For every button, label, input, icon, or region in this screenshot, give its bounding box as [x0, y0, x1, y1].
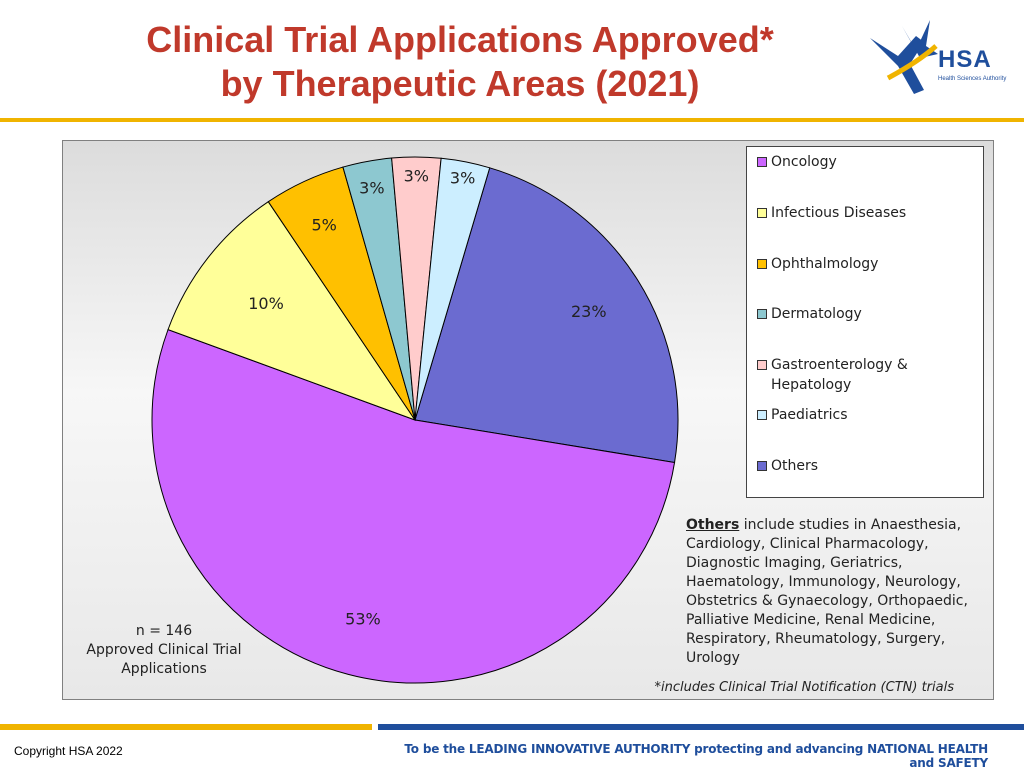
logo-text: HSA	[938, 46, 992, 73]
n-line-3: Applications	[121, 661, 207, 677]
legend-label: Dermatology	[771, 306, 862, 322]
slice-label-others: 23%	[571, 302, 607, 321]
slice-label-ophthalmology: 5%	[312, 215, 337, 234]
sample-size-note: n = 146 Approved Clinical Trial Applicat…	[74, 622, 254, 679]
copyright-text: Copyright HSA 2022	[14, 744, 123, 758]
pie-slice-others	[414, 167, 679, 464]
legend-label: Infectious Diseases	[771, 205, 907, 221]
legend-swatch	[757, 410, 767, 420]
chart-legend: Oncology Infectious Diseases Ophthalmology…	[746, 146, 984, 498]
header-divider	[0, 118, 1024, 122]
others-note-heading: Others	[686, 517, 740, 533]
legend-label: Oncology	[771, 154, 837, 170]
pie-slice-oncology	[151, 328, 676, 684]
legend-label: Paediatrics	[771, 407, 848, 423]
legend-swatch	[757, 259, 767, 269]
n-line-1: n = 146	[135, 623, 193, 639]
legend-swatch	[757, 208, 767, 218]
legend-swatch	[757, 157, 767, 167]
legend-label: Gastroenterology & Hepatology	[771, 357, 908, 393]
footer-bar-gold	[0, 724, 372, 730]
legend-swatch	[757, 461, 767, 471]
logo-subtext: Health Sciences Authority	[938, 76, 1007, 82]
footer-tagline: To be the LEADING INNOVATIVE AUTHORITY p…	[404, 742, 988, 770]
title-line-1: Clinical Trial Applications Approved*	[146, 19, 774, 60]
pie-slice-paediatrics	[414, 157, 491, 421]
title-line-2: by Therapeutic Areas (2021)	[220, 63, 700, 104]
footer-bar-blue	[378, 724, 1024, 730]
legend-label: Others	[771, 458, 819, 474]
legend-swatch	[757, 360, 767, 370]
others-note: Others include studies in Anaesthesia, C…	[686, 516, 976, 668]
legend-label: Ophthalmology	[771, 256, 879, 272]
page-title: Clinical Trial Applications Approved* by…	[60, 18, 860, 106]
legend-swatch	[757, 309, 767, 319]
slice-label-paediatrics: 3%	[450, 168, 475, 187]
hsa-logo-icon	[870, 20, 938, 94]
others-note-text: include studies in Anaesthesia, Cardiolo…	[686, 517, 968, 666]
pie-slice-infectious-diseases	[167, 201, 417, 421]
slice-label-gastroenterology-hepatology: 3%	[404, 166, 429, 185]
ctn-footnote: *includes Clinical Trial Notification (C…	[654, 680, 954, 695]
n-line-2: Approved Clinical Trial	[86, 642, 242, 658]
slice-label-dermatology: 3%	[359, 178, 384, 197]
slice-label-oncology: 53%	[345, 609, 381, 628]
slice-label-infectious-diseases: 10%	[248, 294, 284, 313]
